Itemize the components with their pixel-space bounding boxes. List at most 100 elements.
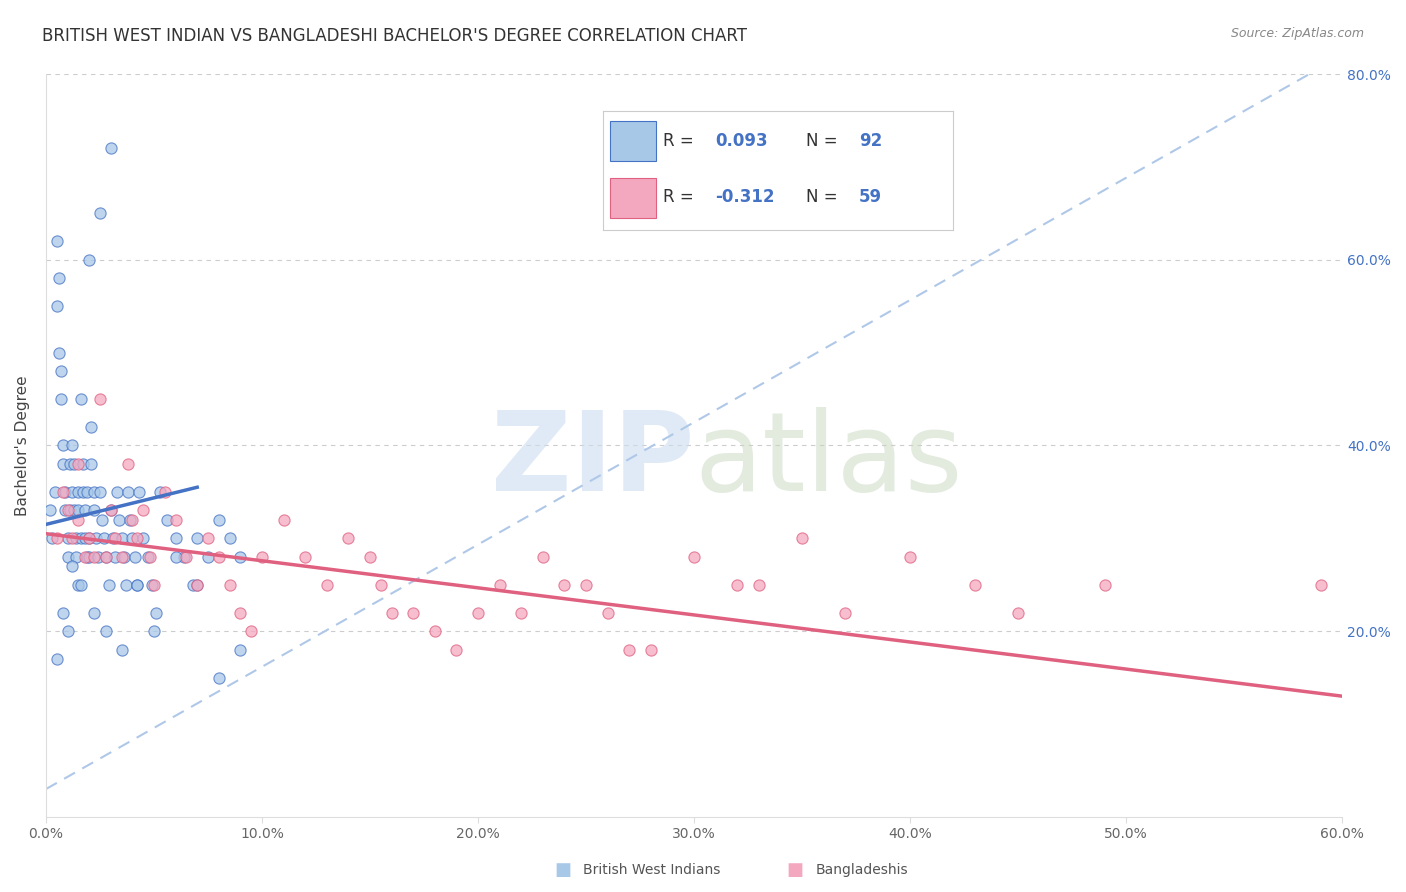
Point xyxy=(96,624,118,639)
Point xyxy=(45,652,67,666)
Point xyxy=(96,549,118,564)
Point xyxy=(45,299,67,313)
Point xyxy=(59,503,82,517)
Point xyxy=(273,513,295,527)
Point xyxy=(89,484,111,499)
Point xyxy=(1007,606,1029,620)
Point xyxy=(596,606,619,620)
Point xyxy=(156,513,179,527)
Point xyxy=(52,484,75,499)
Point xyxy=(59,457,82,471)
Point xyxy=(77,532,100,546)
Point xyxy=(898,549,921,564)
Point xyxy=(96,549,118,564)
Point xyxy=(73,532,96,546)
Point xyxy=(44,484,66,499)
Point xyxy=(100,503,122,517)
Point xyxy=(105,484,128,499)
Point xyxy=(963,578,986,592)
Point xyxy=(218,578,240,592)
Point xyxy=(104,532,127,546)
Text: atlas: atlas xyxy=(695,407,963,514)
Point xyxy=(72,457,94,471)
Point xyxy=(93,532,115,546)
Point xyxy=(149,484,172,499)
Point xyxy=(83,484,105,499)
Point xyxy=(65,532,87,546)
Point xyxy=(63,457,86,471)
Point xyxy=(128,484,150,499)
Point xyxy=(63,503,86,517)
Point xyxy=(467,606,489,620)
Point xyxy=(136,549,159,564)
Point xyxy=(402,606,425,620)
Point xyxy=(48,345,70,359)
Point xyxy=(69,392,91,406)
Point xyxy=(83,503,105,517)
Text: ■: ■ xyxy=(786,861,803,879)
Point xyxy=(153,484,176,499)
Point xyxy=(67,578,90,592)
Point xyxy=(531,549,554,564)
Point xyxy=(186,532,208,546)
Point xyxy=(55,484,77,499)
Point xyxy=(91,513,114,527)
Point xyxy=(120,513,142,527)
Point xyxy=(48,271,70,285)
Point xyxy=(72,484,94,499)
Point xyxy=(45,234,67,248)
Point xyxy=(197,549,219,564)
Point xyxy=(640,642,662,657)
Point xyxy=(49,364,72,378)
Point xyxy=(69,532,91,546)
Point xyxy=(125,578,148,592)
Point xyxy=(110,532,132,546)
Point xyxy=(488,578,510,592)
Point xyxy=(60,532,83,546)
Point xyxy=(423,624,446,639)
Point xyxy=(80,457,103,471)
Point xyxy=(100,503,122,517)
Point xyxy=(370,578,392,592)
Point xyxy=(619,642,641,657)
Point xyxy=(56,549,79,564)
Point xyxy=(446,642,468,657)
Point xyxy=(208,513,231,527)
Text: Source: ZipAtlas.com: Source: ZipAtlas.com xyxy=(1230,27,1364,40)
Point xyxy=(60,438,83,452)
Point xyxy=(125,532,148,546)
Y-axis label: Bachelor's Degree: Bachelor's Degree xyxy=(15,376,30,516)
Point xyxy=(315,578,337,592)
Point xyxy=(104,549,127,564)
Point xyxy=(108,513,131,527)
Point xyxy=(1094,578,1116,592)
Point xyxy=(41,532,63,546)
Point xyxy=(67,513,90,527)
Text: British West Indians: British West Indians xyxy=(583,863,721,877)
Point xyxy=(77,252,100,267)
Point xyxy=(89,206,111,220)
Point xyxy=(77,532,100,546)
Point xyxy=(381,606,404,620)
Point xyxy=(115,578,138,592)
Point xyxy=(683,549,706,564)
Point xyxy=(49,392,72,406)
Point xyxy=(56,624,79,639)
Text: ZIP: ZIP xyxy=(491,407,695,514)
Point xyxy=(218,532,240,546)
Point xyxy=(186,578,208,592)
Text: ■: ■ xyxy=(554,861,571,879)
Point xyxy=(97,578,120,592)
Point xyxy=(197,532,219,546)
Point xyxy=(165,513,187,527)
Point xyxy=(229,606,252,620)
Point xyxy=(143,624,166,639)
Point xyxy=(60,484,83,499)
Point xyxy=(121,513,143,527)
Point xyxy=(55,503,77,517)
Point xyxy=(52,457,75,471)
Point xyxy=(121,532,143,546)
Point xyxy=(725,578,748,592)
Point xyxy=(101,532,124,546)
Point xyxy=(229,549,252,564)
